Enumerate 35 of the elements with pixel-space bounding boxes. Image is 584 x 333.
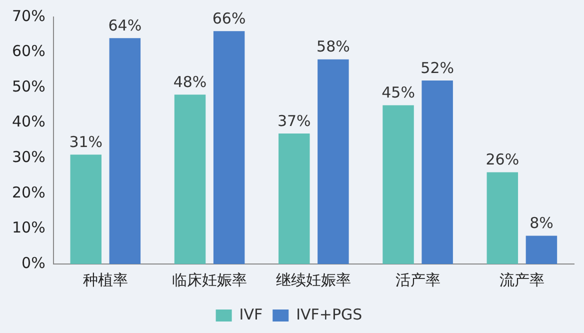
legend-label: IVF	[239, 305, 263, 324]
data-label: 64%	[108, 16, 142, 35]
bar	[278, 133, 310, 264]
bar	[109, 38, 141, 264]
data-label: 66%	[212, 10, 246, 28]
data-label: 48%	[173, 73, 207, 92]
data-label: 31%	[69, 133, 103, 152]
y-tick-label: 70%	[12, 6, 46, 25]
y-tick-label: 40%	[12, 112, 46, 131]
y-tick-label: 50%	[12, 77, 46, 96]
y-tick-label: 10%	[12, 218, 46, 237]
y-tick-label: 30%	[12, 148, 46, 166]
bar	[526, 236, 558, 264]
bar	[174, 94, 206, 264]
bar	[318, 59, 349, 264]
x-tick-label: 临床妊娠率	[172, 270, 248, 289]
legend-label: IVF+PGS	[296, 305, 362, 324]
y-tick-label: 0%	[22, 254, 46, 272]
bar	[213, 31, 245, 264]
y-tick-label: 60%	[12, 42, 46, 60]
x-tick-label: 继续妊娠率	[276, 270, 352, 289]
x-tick-label: 流产率	[499, 270, 544, 289]
data-label: 58%	[316, 38, 350, 56]
x-tick-label: 种植率	[82, 270, 128, 289]
data-label: 37%	[277, 112, 311, 130]
bar	[422, 80, 453, 264]
data-label: 52%	[420, 58, 454, 77]
data-label: 26%	[486, 150, 520, 169]
y-tick-label: 20%	[12, 183, 46, 202]
bar	[486, 172, 518, 264]
bar	[70, 154, 102, 264]
x-tick-label: 活产率	[395, 270, 440, 289]
bar	[382, 105, 414, 264]
data-label: 45%	[382, 84, 415, 102]
data-label: 8%	[530, 214, 554, 232]
